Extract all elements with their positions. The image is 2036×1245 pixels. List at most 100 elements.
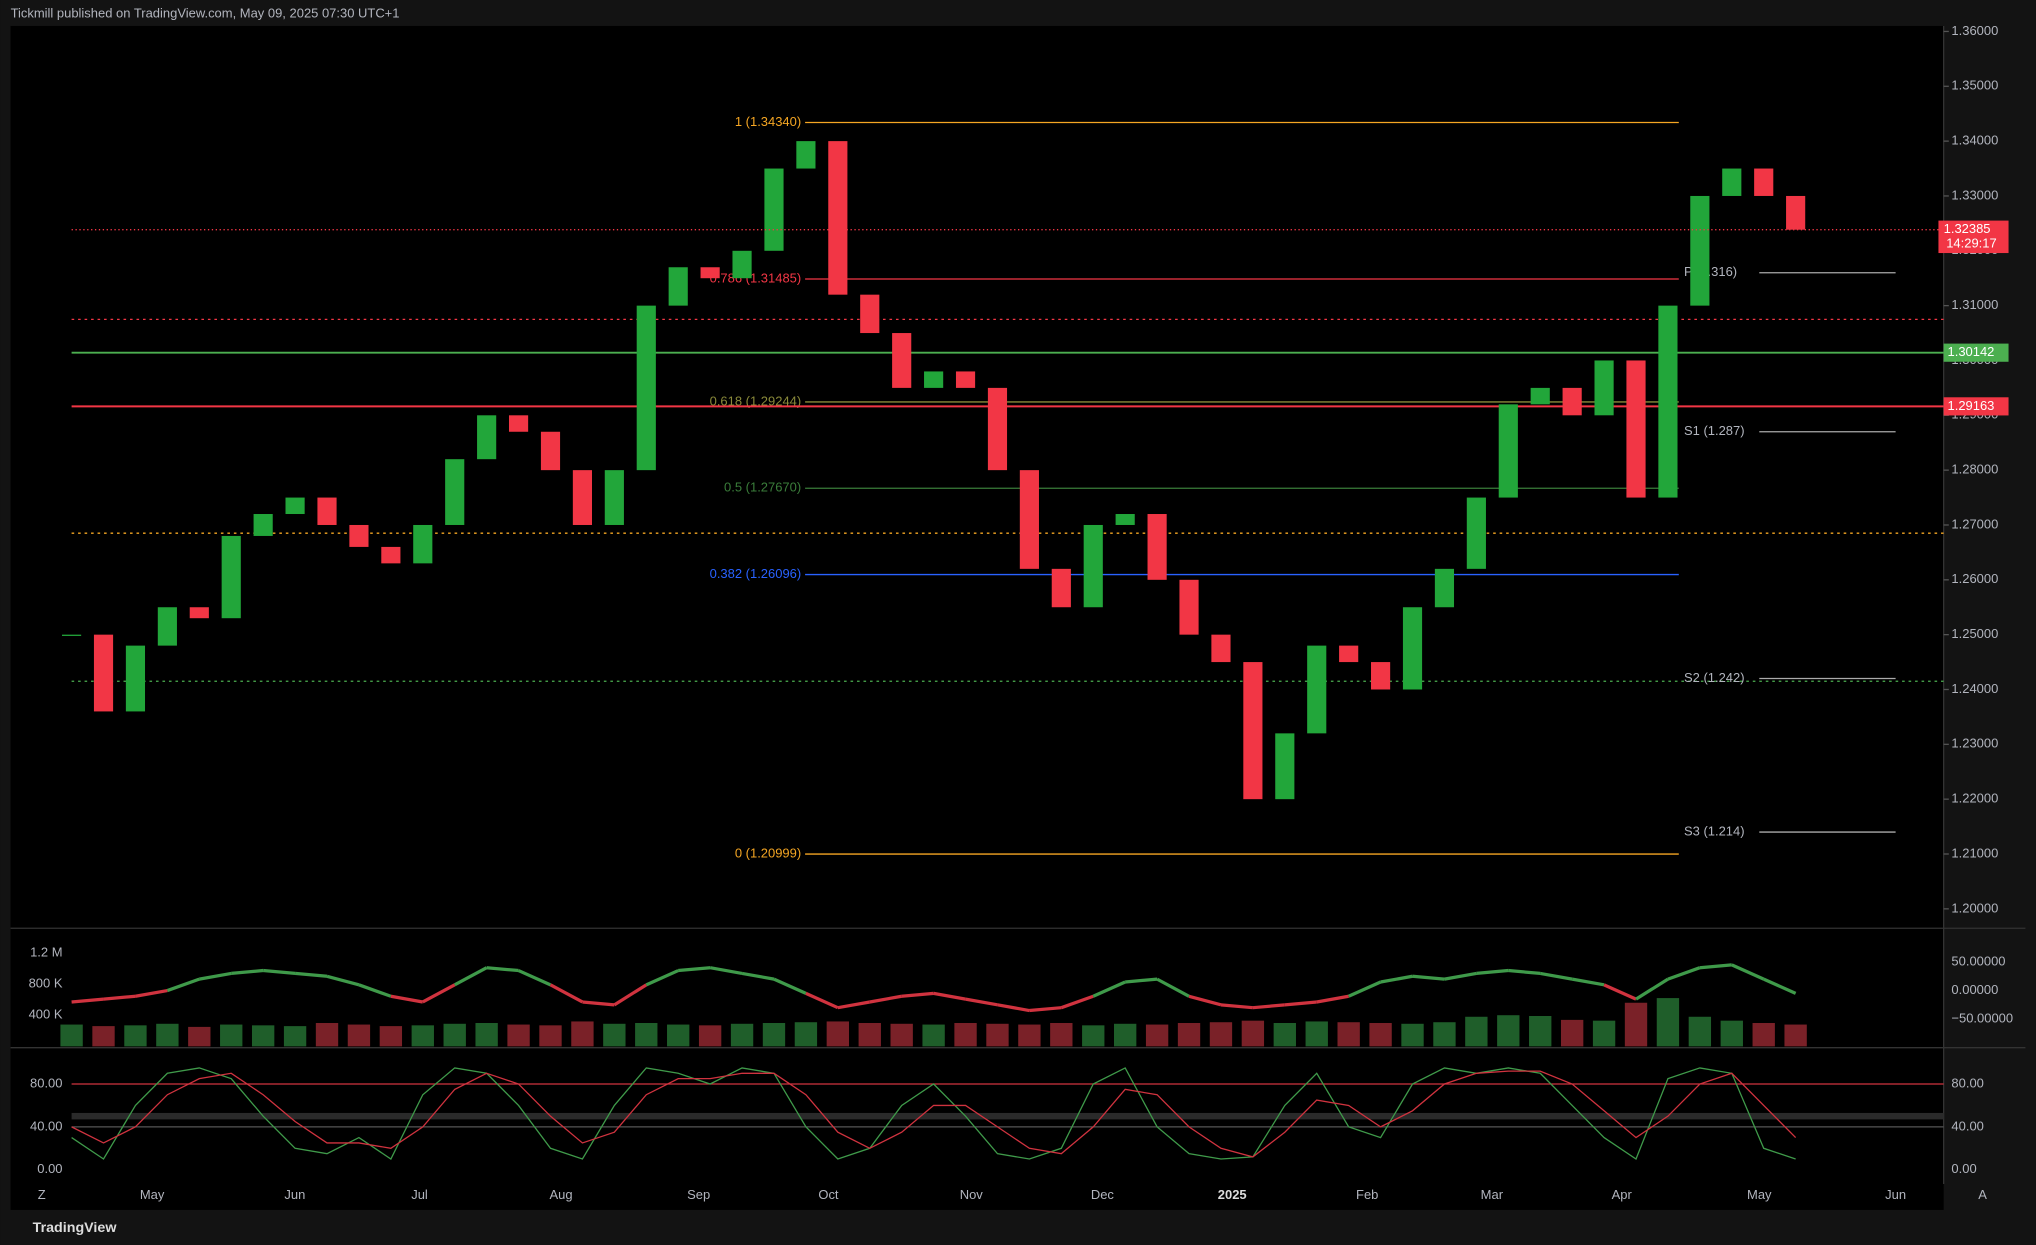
candle	[125, 645, 146, 712]
oscillator-line	[294, 971, 328, 978]
candle	[221, 535, 241, 619]
volume-bar	[507, 1024, 530, 1047]
candle	[157, 607, 177, 646]
candle	[1786, 195, 1806, 230]
candle	[1466, 497, 1486, 569]
volume-bar	[1018, 1024, 1041, 1047]
volume-bar	[1241, 1020, 1265, 1047]
oscillator-line	[1412, 974, 1445, 981]
oscillator-line	[1571, 977, 1605, 987]
volume-bar	[1273, 1023, 1296, 1047]
oscillator-line	[741, 971, 775, 981]
candle	[860, 294, 880, 334]
candle	[828, 141, 848, 295]
pivot-label: S3 (1.214)	[1684, 823, 1745, 838]
x-tick-label: Mar	[1481, 1187, 1504, 1202]
y-tick-label: 1.28000	[1951, 462, 1998, 477]
oscillator-line	[1348, 980, 1382, 998]
oscillator-line	[1380, 974, 1413, 984]
oscillator-line	[1060, 994, 1094, 1010]
oscillator-tick-label: 50.00000	[1951, 953, 2005, 968]
stoch-tick-label: 80.00	[30, 1075, 62, 1090]
volume-bar	[794, 1022, 818, 1047]
oscillator-line	[1539, 971, 1573, 981]
pivot-label: S1 (1.287)	[1684, 423, 1745, 438]
price-tag	[1943, 343, 2009, 362]
volume-bar	[1369, 1023, 1392, 1047]
candle	[700, 267, 720, 279]
candle	[987, 387, 1008, 471]
oscillator-tick-label: −50.00000	[1951, 1011, 2013, 1026]
candle	[955, 371, 976, 388]
stoch-tick-label: 40.00	[30, 1118, 62, 1133]
price-tag-label: 1.30142	[1948, 344, 1995, 359]
oscillator-tick-label: 0.00000	[1951, 982, 1998, 997]
oscillator-line	[390, 994, 424, 1004]
oscillator-line	[965, 997, 998, 1007]
oscillator-line	[805, 991, 839, 1010]
volume-bar	[1624, 1002, 1648, 1047]
stoch-tick-label-right: 0.00	[1951, 1161, 1976, 1176]
candle	[1083, 524, 1103, 608]
candle	[1211, 634, 1231, 663]
y-tick-label: 1.23000	[1951, 736, 1998, 751]
y-tick-label: 1.36000	[1951, 23, 1998, 38]
volume-bar	[475, 1023, 498, 1047]
candle	[508, 415, 529, 432]
volume-bar	[667, 1024, 690, 1047]
volume-bar	[1529, 1015, 1552, 1047]
candle	[1307, 645, 1327, 734]
y-tick-label: 1.31000	[1951, 297, 1998, 312]
candle	[62, 634, 82, 636]
volume-bar	[188, 1026, 211, 1047]
candle	[1371, 662, 1391, 690]
candle	[189, 607, 209, 619]
candle	[1562, 387, 1582, 416]
oscillator-line	[1635, 977, 1669, 1001]
volume-bar	[1082, 1025, 1105, 1047]
candle	[1658, 305, 1678, 498]
volume-bar	[890, 1023, 913, 1047]
candle	[477, 415, 497, 460]
last-price-tag	[1938, 220, 2009, 254]
volume-bar	[1401, 1023, 1424, 1047]
oscillator-line	[422, 983, 456, 1004]
volume-bar	[635, 1023, 658, 1047]
auto-button[interactable]: A	[1978, 1187, 1987, 1202]
candle	[93, 634, 114, 712]
stoch-d	[71, 1070, 1797, 1158]
volume-bar	[1305, 1021, 1328, 1047]
volume-bar	[986, 1023, 1009, 1047]
y-tick-label: 1.20000	[1951, 900, 1998, 915]
candle	[1498, 404, 1518, 498]
volume-bar	[1114, 1023, 1137, 1047]
oscillator-line	[71, 997, 104, 1004]
y-tick-label: 1.21000	[1951, 845, 1998, 860]
oscillator-line	[1125, 977, 1158, 984]
candle	[1754, 168, 1774, 196]
volume-bar	[1433, 1022, 1456, 1047]
candle	[924, 371, 944, 388]
oscillator-line	[1029, 1006, 1062, 1013]
volume-bar	[411, 1025, 434, 1047]
oscillator-line	[678, 966, 711, 973]
volume-bar	[347, 1024, 371, 1047]
stoch-k	[71, 1067, 1796, 1161]
volume-bar	[1784, 1024, 1807, 1047]
oscillator-line	[1699, 963, 1732, 970]
candle	[1402, 607, 1423, 690]
candle	[1275, 733, 1295, 800]
x-tick-label: Feb	[1356, 1187, 1378, 1202]
oscillator-line	[1092, 980, 1126, 998]
volume-bar	[92, 1026, 115, 1047]
candle	[668, 267, 688, 306]
y-tick-label: 1.25000	[1951, 626, 1998, 641]
volume-bar	[283, 1026, 307, 1047]
zoom-button[interactable]: Z	[38, 1187, 46, 1202]
candle	[764, 168, 784, 251]
oscillator-line	[1476, 968, 1509, 976]
oscillator-line	[997, 1003, 1030, 1013]
oscillator-line	[837, 1000, 871, 1010]
volume-bar	[1656, 998, 1680, 1047]
x-tick-label: Aug	[549, 1187, 572, 1202]
